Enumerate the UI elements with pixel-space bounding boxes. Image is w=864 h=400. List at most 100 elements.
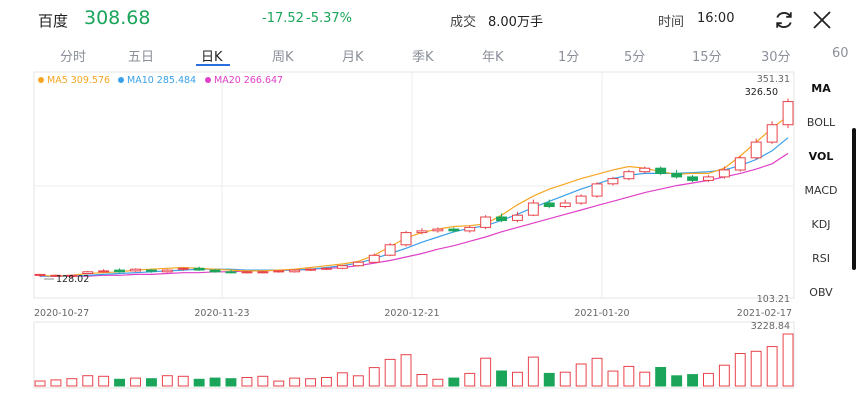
x-label-1: 2020-10-27 bbox=[34, 308, 89, 319]
candle bbox=[782, 101, 794, 126]
tab-30-min[interactable]: 30分 bbox=[761, 50, 791, 65]
close-icon[interactable] bbox=[810, 8, 834, 32]
ma5-line bbox=[39, 115, 789, 277]
refresh-icon[interactable] bbox=[772, 8, 796, 32]
tab-monthly-k[interactable]: 月K bbox=[342, 50, 364, 65]
time-value: 16:00 bbox=[697, 11, 735, 26]
ma10-legend-text: MA10 285.484 bbox=[127, 75, 197, 86]
volume-bar bbox=[66, 378, 78, 387]
volume-bar bbox=[400, 354, 412, 387]
volume-bar bbox=[559, 371, 571, 387]
volume-bar bbox=[496, 370, 508, 387]
candle bbox=[321, 267, 332, 270]
ma20-dot-icon bbox=[205, 77, 211, 83]
volume-bar bbox=[368, 367, 380, 387]
volume-bar bbox=[34, 380, 46, 387]
indicator-obv[interactable]: OBV bbox=[809, 286, 833, 299]
volume-bar bbox=[321, 377, 332, 387]
volume-bar bbox=[177, 375, 189, 387]
volume-bar bbox=[209, 377, 221, 387]
indicator-scrollbar[interactable] bbox=[852, 128, 856, 270]
chart-grid bbox=[33, 71, 795, 389]
tab-quarterly-k[interactable]: 季K bbox=[412, 50, 434, 65]
volume-bar bbox=[607, 370, 619, 387]
candle bbox=[114, 269, 125, 273]
volume-bar bbox=[575, 363, 587, 387]
tab-intraday[interactable]: 分时 bbox=[60, 50, 87, 65]
candle bbox=[225, 271, 237, 274]
candle bbox=[766, 124, 778, 143]
volume-bars bbox=[34, 333, 794, 387]
period-tabs: 分时 五日 日K 周K 月K 季K 年K 1分 5分 15分 30分 60 bbox=[0, 40, 864, 70]
ma5-legend-text: MA5 309.576 bbox=[47, 75, 111, 86]
volume-bar bbox=[703, 372, 714, 387]
tab-daily-k[interactable]: 日K bbox=[201, 50, 223, 65]
tab-yearly-k[interactable]: 年K bbox=[482, 50, 504, 65]
candle bbox=[209, 269, 221, 273]
volume-bar bbox=[655, 367, 667, 387]
indicator-kdj[interactable]: KDJ bbox=[811, 218, 831, 231]
indicator-boll[interactable]: BOLL bbox=[806, 116, 836, 129]
volume-bar bbox=[241, 377, 253, 387]
indicator-vol[interactable]: VOL bbox=[808, 150, 834, 163]
candle bbox=[750, 141, 762, 159]
ma-lines bbox=[39, 115, 789, 277]
tab-1-min[interactable]: 1分 bbox=[558, 50, 580, 65]
tab-5-min[interactable]: 5分 bbox=[624, 50, 646, 65]
time-label: 时间 bbox=[658, 15, 685, 30]
candle bbox=[66, 274, 78, 277]
x-label-5: 2021-02-17 bbox=[737, 308, 792, 319]
indicator-rsi[interactable]: RSI bbox=[812, 252, 830, 265]
candle bbox=[734, 157, 746, 171]
legend-ma5: MA5 309.576 bbox=[38, 75, 110, 86]
legend-ma10: MA10 285.484 bbox=[118, 75, 196, 86]
candle bbox=[543, 202, 555, 207]
volume-bar bbox=[273, 380, 285, 387]
candle bbox=[50, 274, 62, 277]
tab-60-min[interactable]: 60 bbox=[832, 46, 849, 61]
ma20-legend-text: MA20 266.647 bbox=[214, 75, 284, 86]
volume-bar bbox=[543, 372, 555, 387]
price-change-percent: -5.37% bbox=[306, 11, 352, 26]
volume-label: 成交 bbox=[450, 15, 477, 30]
candle bbox=[34, 273, 46, 276]
volume-bar bbox=[734, 353, 746, 387]
volume-bar bbox=[639, 371, 651, 387]
indicator-ma[interactable]: MA bbox=[811, 82, 831, 95]
tab-five-day[interactable]: 五日 bbox=[128, 50, 155, 65]
x-label-3: 2020-12-21 bbox=[384, 308, 439, 319]
tab-weekly-k[interactable]: 周K bbox=[272, 50, 294, 65]
candle bbox=[193, 267, 205, 271]
candle bbox=[146, 269, 157, 272]
candle bbox=[177, 267, 189, 270]
price-max-label: 351.31 bbox=[757, 74, 790, 85]
candle bbox=[273, 270, 285, 273]
volume-bar bbox=[50, 379, 62, 387]
candle bbox=[575, 195, 587, 204]
volume-bar bbox=[225, 378, 237, 387]
volume-bar bbox=[352, 375, 364, 387]
tab-15-min[interactable]: 15分 bbox=[692, 50, 722, 65]
indicator-macd[interactable]: MACD bbox=[804, 184, 838, 197]
legend-ma20: MA20 266.647 bbox=[205, 75, 283, 86]
active-tab-indicator bbox=[196, 64, 230, 66]
high-price-marker: 326.50 bbox=[745, 87, 778, 98]
volume-bar bbox=[464, 372, 476, 387]
candle bbox=[368, 254, 380, 263]
candle bbox=[98, 270, 110, 273]
candle bbox=[448, 228, 460, 232]
volume-bar bbox=[257, 375, 269, 387]
volume-bar bbox=[766, 346, 778, 387]
volume-bar bbox=[193, 378, 205, 387]
volume-bar bbox=[146, 378, 157, 387]
volume-bar bbox=[82, 375, 94, 387]
candle bbox=[305, 268, 317, 271]
candle bbox=[432, 228, 444, 232]
candle bbox=[257, 271, 269, 274]
ma10-dot-icon bbox=[118, 77, 124, 83]
volume-bar bbox=[161, 375, 173, 387]
volume-bar bbox=[98, 375, 110, 387]
low-price-marker: 128.02 bbox=[56, 274, 89, 285]
candle bbox=[352, 261, 364, 267]
